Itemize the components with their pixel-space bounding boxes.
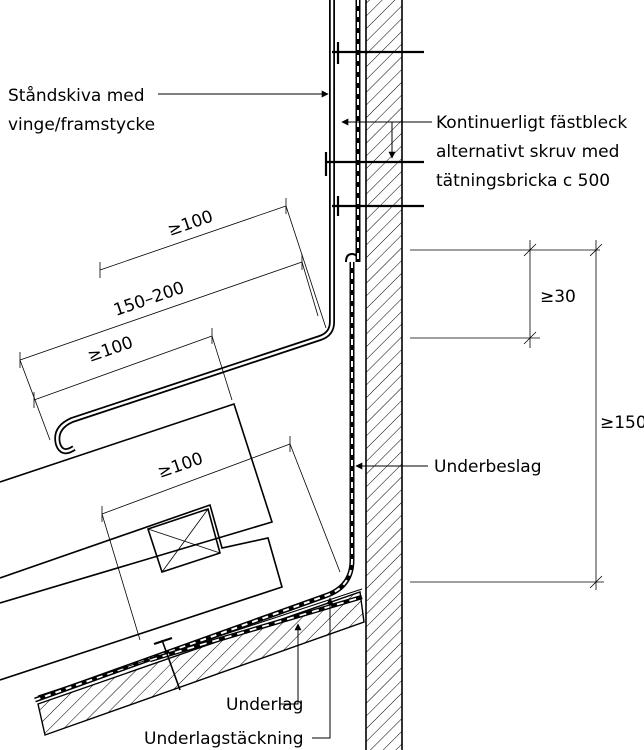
dim-150: ≥150 [600,413,644,433]
label-fastbleck-3: tätningsbricka c 500 [436,171,610,191]
wall [365,0,403,750]
fastener-screws [324,42,424,216]
label-fastbleck-2: alternativt skruv med [436,142,619,162]
dimension-labels: ≥100 150–200 ≥100 ≥100 ≥30 ≥150 [85,207,644,483]
label-standskiva-2: vinge/framstycke [8,115,155,135]
dim-30: ≥30 [540,287,576,307]
label-fastbleck-1: Kontinuerligt fästbleck [436,113,627,133]
batten [146,507,221,574]
label-underlagstackning: Underlagstäckning [144,729,304,749]
diagonal-dimensions [19,198,341,641]
label-standskiva-1: Ståndskiva med [8,85,145,106]
roof-tiles [0,402,283,681]
roof-nail [153,636,181,691]
vertical-dimensions [410,240,604,590]
dim-100-top: ≥100 [165,207,216,241]
standskiva-sheet [54,0,424,691]
leader-lines [158,90,432,739]
underbeslag-sheet [34,0,361,703]
dim-100-middle: ≥100 [85,333,136,367]
label-underlag: Underlag [226,695,303,715]
underlag-layer [37,588,363,697]
dim-100-lower: ≥100 [155,449,206,483]
text-labels: Ståndskiva med vinge/framstycke Kontinue… [8,85,627,749]
label-underbeslag: Underbeslag [434,457,542,477]
dim-150-200: 150–200 [111,278,187,321]
